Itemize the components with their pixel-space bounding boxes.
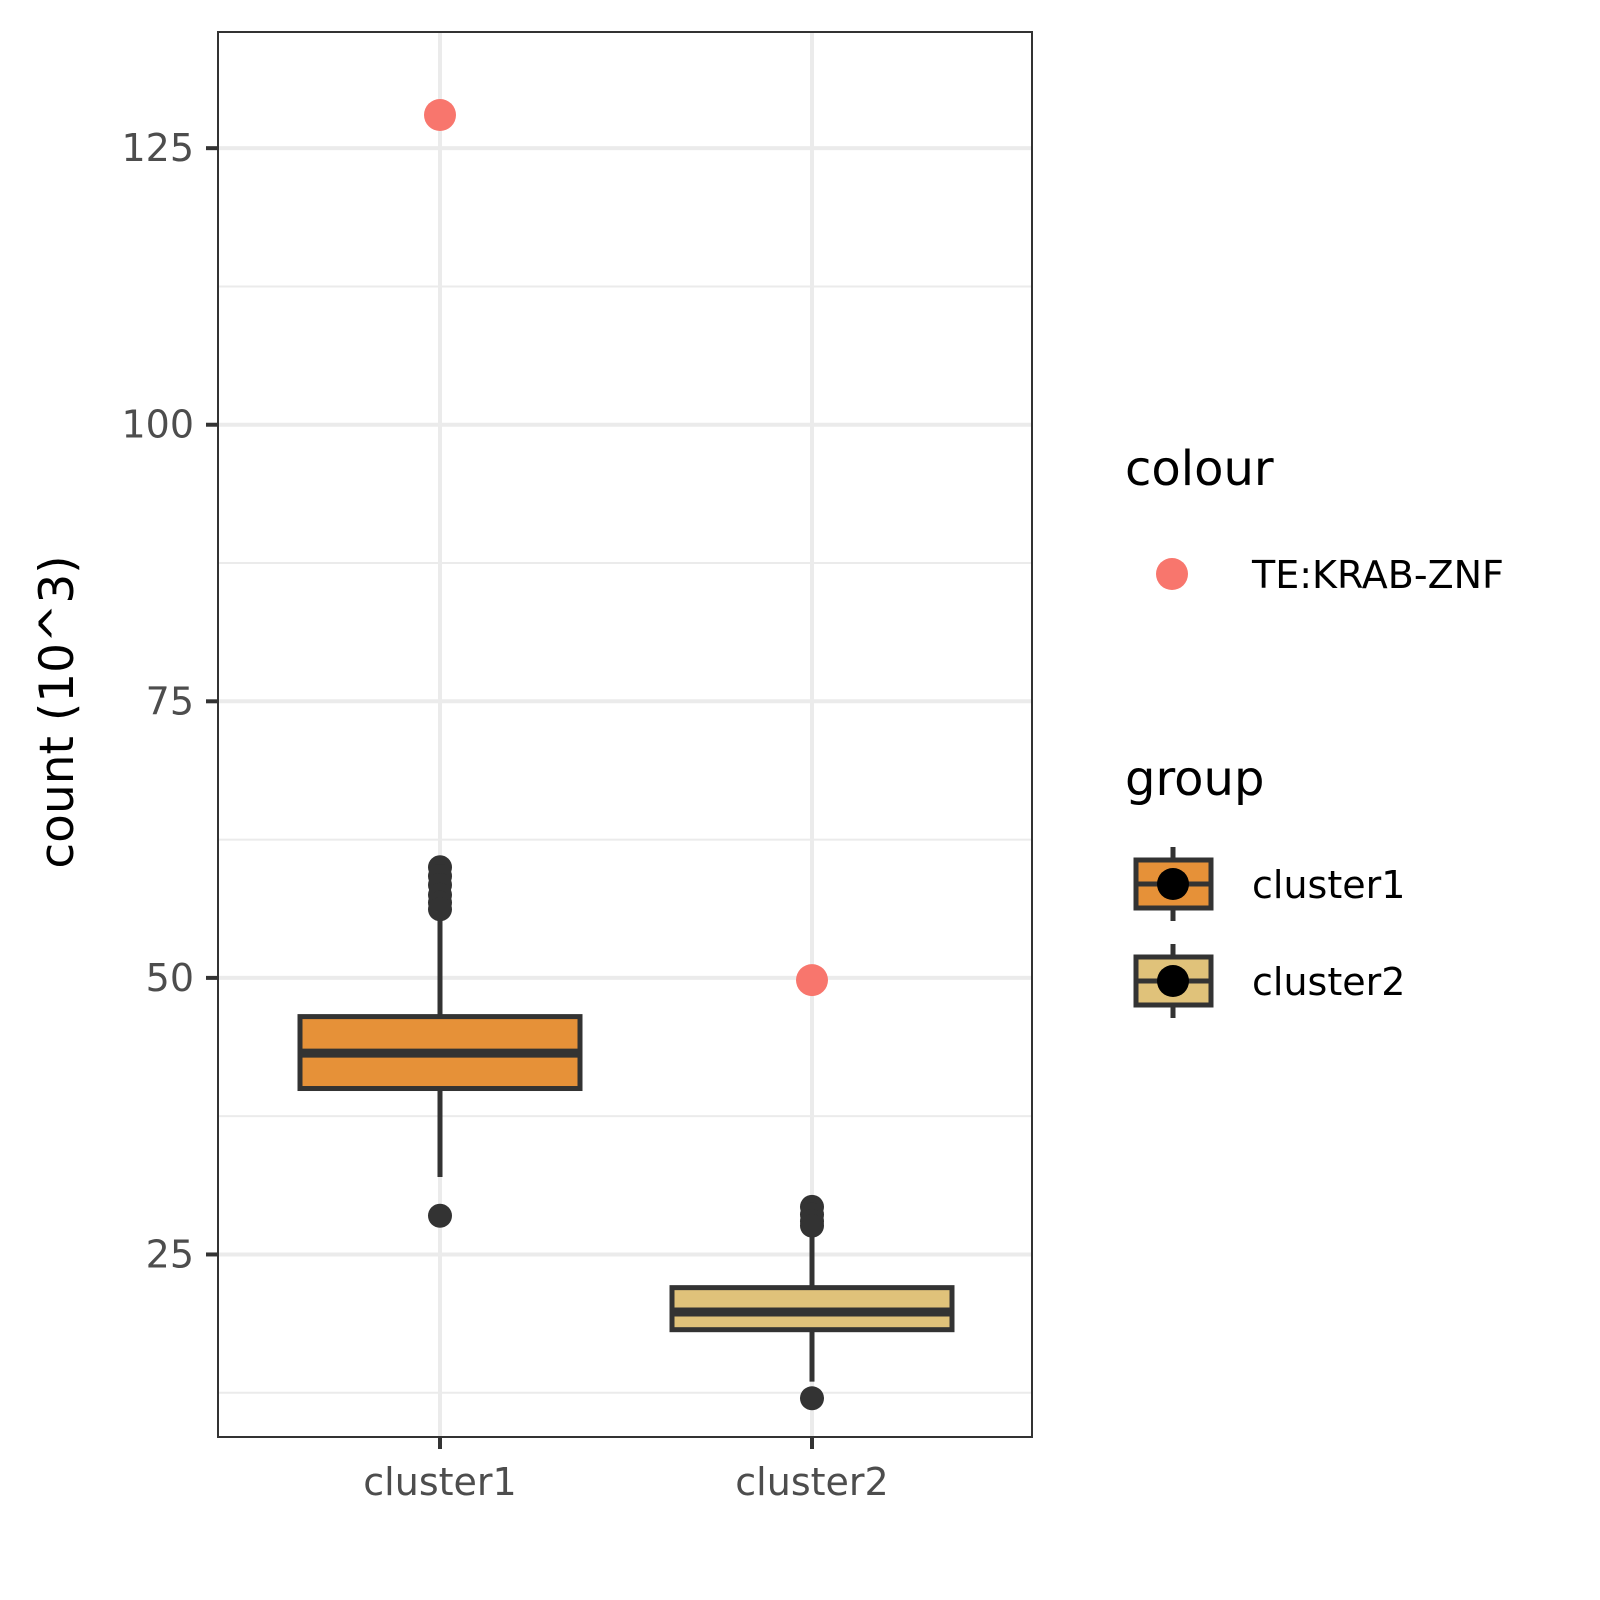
y-tick-label: 75 — [146, 679, 194, 723]
point-layer — [424, 98, 828, 997]
y-tick-label: 100 — [121, 403, 194, 447]
highlight-point — [796, 964, 828, 997]
y-tick-label: 50 — [146, 956, 194, 1000]
legend-group-item-label-cluster1: cluster1 — [1252, 863, 1405, 907]
legend: colour TE:KRAB-ZNF group cluster1 cluste… — [1125, 441, 1504, 1018]
y-tick-label: 125 — [121, 126, 194, 170]
outlier-point — [800, 1213, 824, 1238]
x-tick-label: cluster1 — [363, 1460, 516, 1504]
legend-colour-title: colour — [1125, 441, 1274, 497]
legend-group-title: group — [1125, 751, 1264, 807]
outlier-point — [800, 1386, 824, 1411]
outlier-point — [428, 1203, 452, 1228]
axes: 25 50 75 100 125 cluster1 cluster2 — [121, 126, 888, 1504]
legend-group-key-cluster2 — [1133, 944, 1214, 1018]
legend-group-item-label-cluster2: cluster2 — [1252, 960, 1405, 1004]
outlier-point — [428, 897, 452, 922]
highlight-point — [424, 98, 456, 131]
y-tick-label: 25 — [146, 1232, 194, 1276]
x-tick-label: cluster2 — [735, 1460, 888, 1504]
legend-colour-key-point — [1156, 558, 1188, 590]
box-layer — [297, 855, 955, 1411]
legend-colour-item-label: TE:KRAB-ZNF — [1251, 553, 1504, 597]
panel-border — [217, 31, 1033, 1438]
y-axis-title: count (10^3) — [30, 555, 85, 868]
legend-group-key-cluster1 — [1133, 847, 1214, 921]
